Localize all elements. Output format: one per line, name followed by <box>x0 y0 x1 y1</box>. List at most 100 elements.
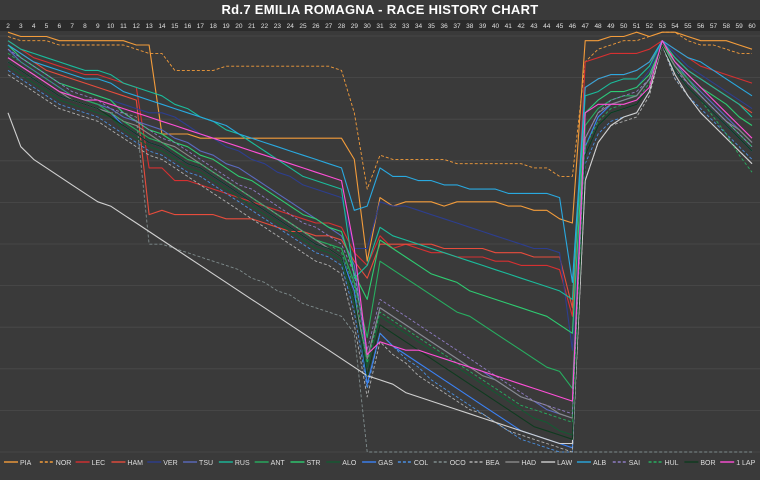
series-line-str <box>7 44 753 334</box>
x-tick-label: 15 <box>171 23 179 30</box>
x-tick-label: 14 <box>158 23 166 30</box>
legend-label: HAM <box>127 460 143 467</box>
legend-label: HUL <box>665 460 679 467</box>
x-tick-label: 43 <box>530 23 538 30</box>
x-tick-label: 36 <box>441 23 449 30</box>
series-line-sai <box>7 44 753 415</box>
legend-label: GAS <box>378 460 393 467</box>
x-tick-label: 13 <box>145 23 153 30</box>
x-tick-label: 28 <box>338 23 346 30</box>
legend-label: ALO <box>342 460 357 467</box>
x-tick-label: 11 <box>120 23 127 30</box>
x-tick-label: 2 <box>6 23 10 30</box>
x-tick-label: 31 <box>376 23 384 30</box>
x-tick-label: 35 <box>428 23 436 30</box>
legend-label: ANT <box>271 460 286 467</box>
legend: PIA NOR LEC HAM VER TSU RUS ANT STR ALO GAS COL OCO B… <box>0 454 760 480</box>
x-tick-label: 49 <box>607 23 615 30</box>
series-line-col <box>7 44 753 453</box>
x-tick-label: 51 <box>633 23 641 30</box>
legend-label: VER <box>163 460 177 467</box>
legend-background <box>0 454 760 480</box>
x-tick-label: 39 <box>479 23 487 30</box>
x-tick-label: 59 <box>736 23 744 30</box>
x-tick-labels: 2 3 4 5 6 7 8 9 10 11 12 13 14 15 16 17 18 19 20 21 22 23 24 25… <box>6 23 756 30</box>
x-tick-label: 41 <box>505 23 513 30</box>
legend-label: OCO <box>450 460 467 467</box>
legend-label: HAD <box>521 460 536 467</box>
x-tick-label: 27 <box>325 23 333 30</box>
x-tick-label: 58 <box>723 23 731 30</box>
x-tick-label: 34 <box>415 23 423 30</box>
legend-label: COL <box>414 460 429 467</box>
x-tick-label: 60 <box>748 23 756 30</box>
legend-label: 1 LAP <box>736 460 755 467</box>
x-tick-label: 8 <box>83 23 87 30</box>
x-tick-label: 57 <box>710 23 718 30</box>
x-tick-label: 40 <box>492 23 500 30</box>
x-tick-label: 45 <box>556 23 564 30</box>
x-tick-label: 23 <box>274 23 282 30</box>
legend-label: ALB <box>593 460 607 467</box>
series-line-had <box>7 44 753 419</box>
x-tick-label: 21 <box>248 23 256 30</box>
grid-layer <box>0 20 760 480</box>
legend-label: LAW <box>557 460 572 467</box>
legend-label: BOR <box>700 460 715 467</box>
x-tick-label: 38 <box>466 23 474 30</box>
series-line-ant <box>7 44 753 389</box>
series-line-1-lap <box>7 40 753 402</box>
x-tick-label: 44 <box>543 23 551 30</box>
legend-label: TSU <box>199 460 213 467</box>
series-line-bor <box>7 44 753 440</box>
x-tick-label: 12 <box>133 23 141 30</box>
x-tick-label: 48 <box>594 23 602 30</box>
legend-label: BEA <box>486 460 500 467</box>
x-tick-label: 7 <box>70 23 74 30</box>
x-tick-label: 42 <box>517 23 525 30</box>
series-line-alb <box>7 40 753 283</box>
x-tick-label: 30 <box>364 23 372 30</box>
series-line-oco <box>7 61 752 453</box>
series-line-pia <box>7 31 753 262</box>
x-tick-label: 4 <box>32 23 36 30</box>
series-layer <box>7 31 753 453</box>
x-tick-label: 50 <box>620 23 628 30</box>
x-tick-label: 37 <box>453 23 461 30</box>
x-tick-label: 25 <box>299 23 307 30</box>
x-tick-label: 20 <box>235 23 243 30</box>
legend-label: NOR <box>56 460 72 467</box>
x-tick-label: 54 <box>671 23 679 30</box>
series-line-rus <box>7 40 753 300</box>
series-line-nor <box>7 31 752 190</box>
x-tick-label: 19 <box>222 23 230 30</box>
x-tick-label: 18 <box>210 23 218 30</box>
chart-title: Rd.7 EMILIA ROMAGNA - RACE HISTORY CHART <box>221 2 539 17</box>
x-tick-label: 56 <box>697 23 705 30</box>
x-tick-label: 53 <box>659 23 667 30</box>
x-tick-label: 47 <box>582 23 590 30</box>
legend-label: RUS <box>235 460 250 467</box>
x-tick-label: 3 <box>19 23 23 30</box>
legend-label: SAI <box>629 460 640 467</box>
x-tick-label: 9 <box>96 23 100 30</box>
x-tick-label: 29 <box>351 23 359 30</box>
legend-label: STR <box>306 460 320 467</box>
legend-label: PIA <box>20 460 32 467</box>
series-line-law <box>7 44 753 445</box>
x-tick-label: 16 <box>184 23 192 30</box>
x-tick-label: 24 <box>287 23 295 30</box>
plot-background <box>0 20 760 480</box>
x-tick-label: 22 <box>261 23 269 30</box>
x-tick-label: 26 <box>312 23 320 30</box>
x-tick-label: 6 <box>57 23 61 30</box>
x-tick-label: 32 <box>389 23 397 30</box>
x-tick-label: 46 <box>569 23 577 30</box>
x-tick-label: 33 <box>402 23 410 30</box>
x-tick-band <box>0 20 760 31</box>
x-tick-label: 17 <box>197 23 205 30</box>
x-tick-label: 52 <box>646 23 654 30</box>
x-tick-label: 10 <box>107 23 115 30</box>
x-tick-label: 5 <box>45 23 49 30</box>
